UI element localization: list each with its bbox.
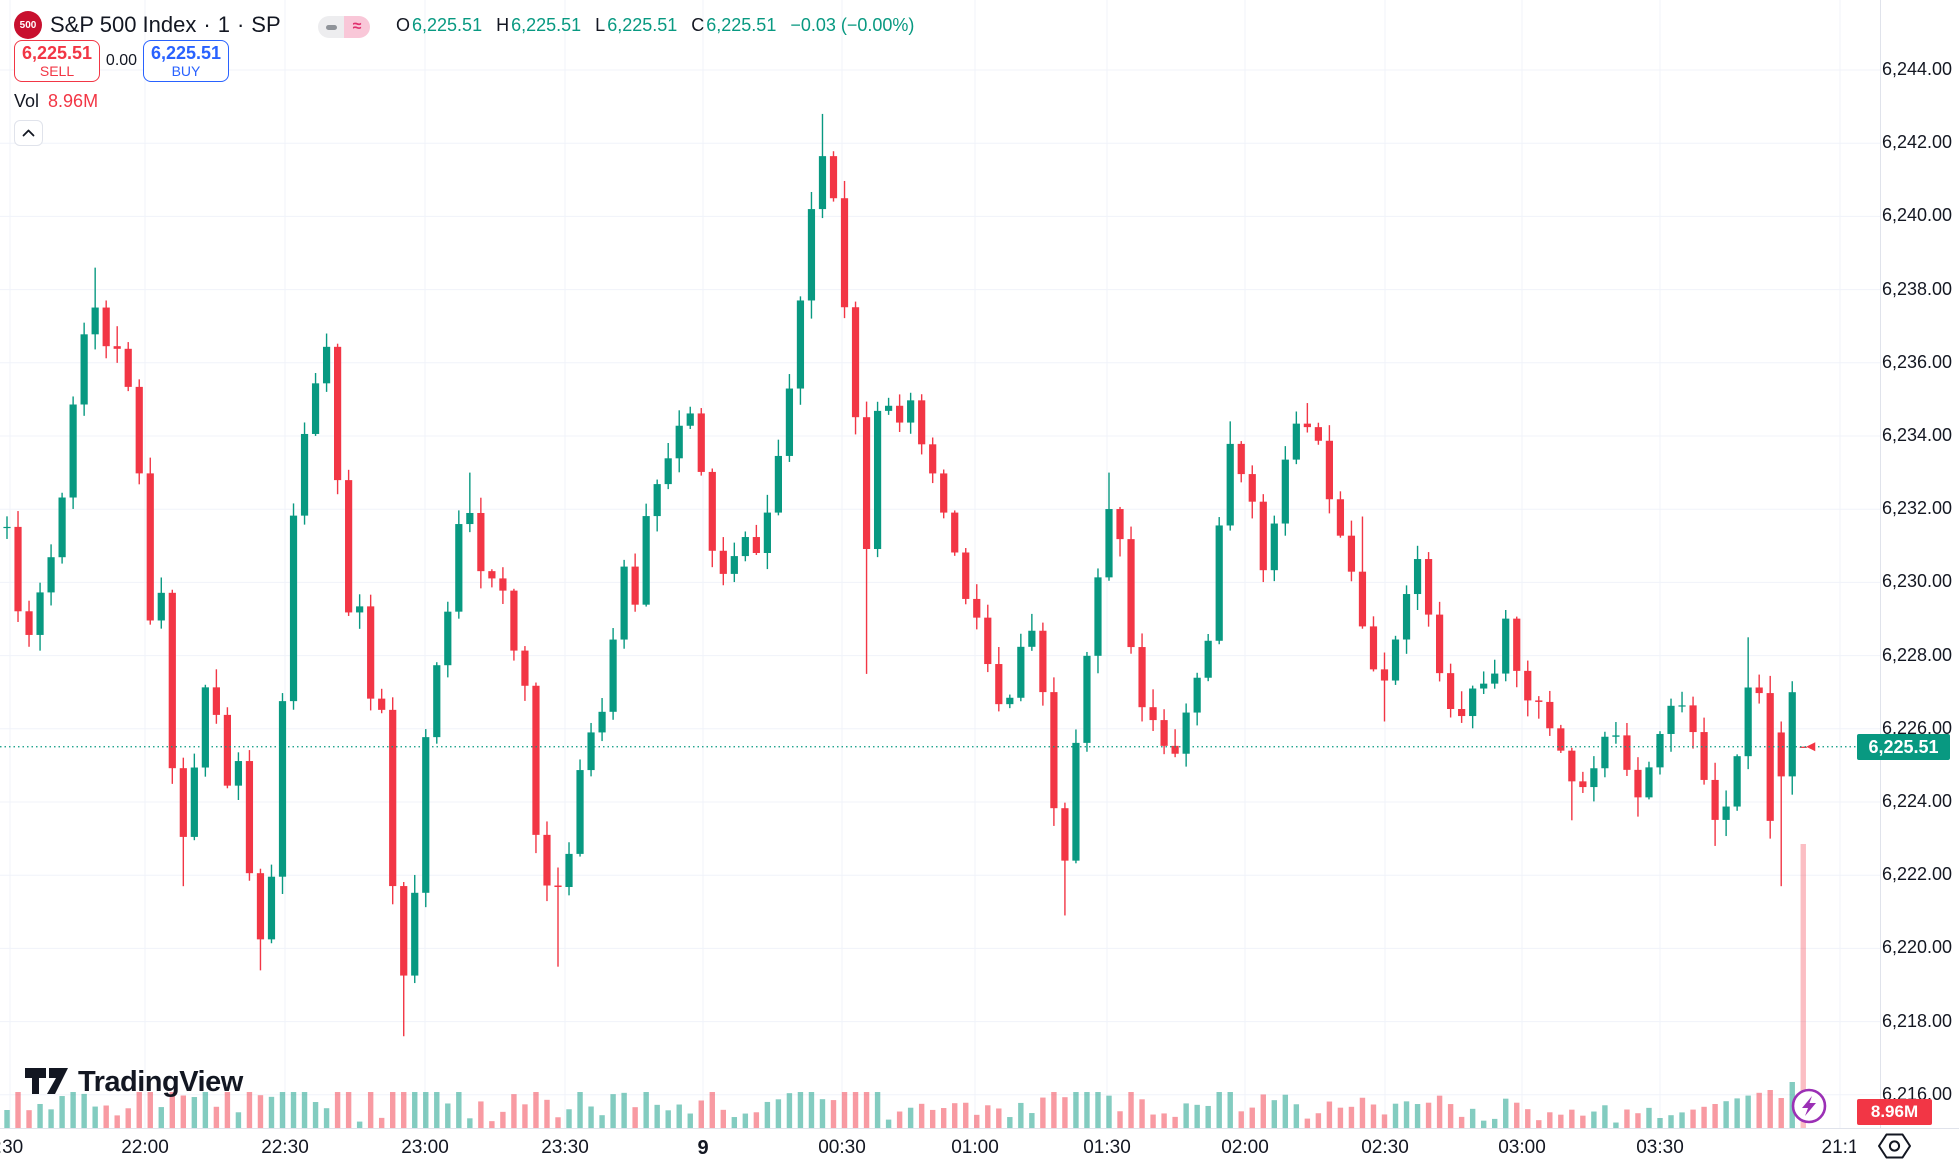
volume-axis-label: 8.96M <box>1857 1099 1932 1125</box>
close-key: C <box>691 14 705 35</box>
market-status-badge[interactable] <box>1790 1087 1828 1130</box>
time-axis[interactable]: :30 22:00 22:30 23:00 23:30 9 00:30 01:00 01:30 0… <box>0 1129 1856 1170</box>
y-axis-label: 6,238.00 <box>1882 278 1953 299</box>
volume-layer <box>4 844 1806 1128</box>
low-key: L <box>595 14 606 35</box>
x-axis-label: 21:1 <box>1821 1137 1856 1158</box>
y-axis-label: 6,240.00 <box>1882 205 1953 226</box>
hex-eye-icon <box>1878 1133 1911 1159</box>
ohlc-legend: O 6,225.51 H 6,225.51 L 6,225.51 C 6,225.51 … <box>396 11 914 39</box>
low-value: 6,225.51 <box>607 14 678 35</box>
y-axis-label: 6,244.00 <box>1882 59 1953 79</box>
y-axis-label: 6,236.00 <box>1882 351 1953 372</box>
y-axis-label: 6,230.00 <box>1882 571 1953 592</box>
approx-icon: ≈ <box>352 18 362 35</box>
high-value: 6,225.51 <box>511 14 582 35</box>
x-axis-label: 22:30 <box>261 1137 309 1158</box>
last-price-marker-icon <box>1806 742 1816 752</box>
x-axis-label: 01:30 <box>1083 1137 1131 1158</box>
x-axis-label: 03:30 <box>1636 1137 1684 1158</box>
sp500-logo-icon: 500 <box>14 11 42 39</box>
symbol-name: S&P 500 Index <box>50 12 197 37</box>
candles-layer <box>3 113 1807 1037</box>
y-axis-label: 6,220.00 <box>1882 937 1953 958</box>
current-price-label: 6,225.51 <box>1857 734 1950 760</box>
volume-key: Vol <box>14 91 40 111</box>
sell-price: 6,225.51 <box>21 43 93 63</box>
y-axis-label: 6,232.00 <box>1882 498 1953 519</box>
x-axis-label: 01:00 <box>951 1137 999 1158</box>
exchange-name: SP <box>251 12 281 37</box>
lightning-icon <box>1791 1088 1827 1124</box>
symbol-row[interactable]: 500 S&P 500 Index · 1 · SP <box>14 8 281 42</box>
x-axis-label: 00:30 <box>818 1137 866 1158</box>
buy-price: 6,225.51 <box>150 43 222 63</box>
volume-row: Vol 8.96M <box>14 91 98 112</box>
interval-value[interactable]: 1 <box>217 12 230 37</box>
collapse-legend-button[interactable] <box>14 120 43 146</box>
sell-label: SELL <box>39 63 75 79</box>
tradingview-logo-icon <box>25 1067 68 1094</box>
x-axis-label: 02:30 <box>1361 1137 1409 1158</box>
x-axis-label: 03:00 <box>1498 1137 1546 1158</box>
y-axis-label: 6,228.00 <box>1882 644 1953 665</box>
x-axis-label: 23:00 <box>401 1137 449 1158</box>
close-value: 6,225.51 <box>706 14 777 35</box>
y-axis-label: 6,222.00 <box>1882 864 1953 885</box>
spread-value: 0.00 <box>105 52 138 69</box>
y-axis-label: 6,242.00 <box>1882 132 1953 153</box>
x-axis-label: 22:00 <box>121 1137 169 1158</box>
x-axis-label: 9 <box>697 1137 709 1159</box>
y-axis-label: 6,234.00 <box>1882 425 1953 445</box>
approx-pill-button[interactable]: ≈ <box>344 16 370 38</box>
buy-label: BUY <box>171 63 201 79</box>
x-axis-label: 02:00 <box>1221 1137 1269 1158</box>
x-axis-label: :30 <box>0 1137 24 1158</box>
y-axis-label: 6,226.00 <box>1882 717 1953 738</box>
separator-dot: · <box>236 12 245 37</box>
change-value: −0.03 (−0.00%) <box>790 14 915 35</box>
open-value: 6,225.51 <box>412 14 483 35</box>
tradingview-watermark[interactable]: TradingView <box>25 1066 243 1099</box>
price-axis[interactable]: 6,244.00 6,242.00 6,240.00 6,238.00 6,236.00… <box>1881 0 1959 1128</box>
volume-value: 8.96M <box>48 91 99 111</box>
dash-icon <box>325 24 337 30</box>
source-toggle-pills[interactable]: ≈ <box>318 16 370 38</box>
scales-settings-button[interactable] <box>1875 1130 1915 1167</box>
watermark-text: TradingView <box>78 1066 243 1098</box>
dash-pill-button[interactable] <box>318 16 344 38</box>
separator-dot: · <box>203 12 211 37</box>
x-axis-label: 23:30 <box>541 1137 589 1158</box>
sell-button[interactable]: 6,225.51 SELL <box>14 40 100 82</box>
y-axis-label: 6,218.00 <box>1882 1010 1953 1031</box>
open-key: O <box>396 14 411 35</box>
chevron-up-icon <box>22 129 35 137</box>
y-axis-label: 6,216.00 <box>1882 1083 1953 1104</box>
symbol-title[interactable]: S&P 500 Index · 1 · SP <box>50 12 281 38</box>
buy-button[interactable]: 6,225.51 BUY <box>143 40 229 82</box>
high-key: H <box>496 14 510 35</box>
y-axis-label: 6,224.00 <box>1882 791 1953 811</box>
